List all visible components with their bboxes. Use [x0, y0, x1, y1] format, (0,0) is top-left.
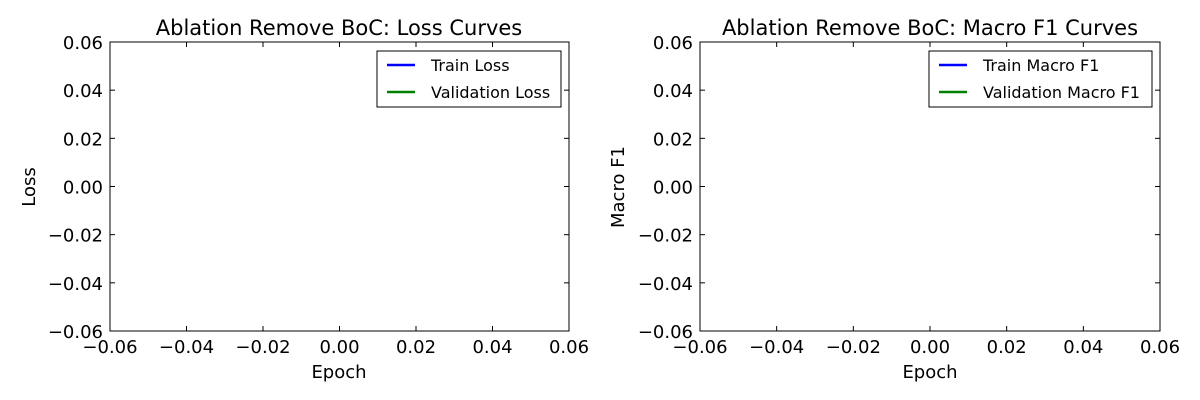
loss-y-axis: −0.06 −0.04 −0.02 0.00 0.02 0.04 0.06 [48, 33, 569, 343]
macro-f1-x-tick-label: −0.02 [826, 337, 881, 358]
loss-x-tick-label: 0.06 [549, 337, 589, 358]
macro-f1-legend: Train Macro F1 Validation Macro F1 [928, 50, 1153, 108]
loss-x-tick-label: −0.04 [159, 337, 214, 358]
macro-f1-y-tick-label: −0.02 [638, 226, 693, 247]
macro-f1-y-axis: −0.06 −0.04 −0.02 0.00 0.02 0.04 0.06 [638, 33, 1160, 343]
loss-legend-label-validation: Validation Loss [431, 83, 550, 102]
loss-x-axis-label: Epoch [311, 362, 366, 383]
loss-legend-box [376, 50, 562, 108]
macro-f1-legend-label-validation: Validation Macro F1 [983, 83, 1140, 102]
macro-f1-y-axis-label: Macro F1 [608, 146, 629, 228]
loss-chart-title: Ablation Remove BoC: Loss Curves [156, 16, 523, 40]
macro-f1-y-tick-label: 0.00 [653, 178, 693, 199]
macro-f1-y-tick-label: 0.02 [653, 129, 693, 150]
macro-f1-y-tick-label: 0.04 [653, 81, 693, 102]
loss-chart-panel: Ablation Remove BoC: Loss Curves −0.06−0… [19, 16, 589, 383]
macro-f1-chart-title: Ablation Remove BoC: Macro F1 Curves [722, 16, 1138, 40]
macro-f1-legend-label-train: Train Macro F1 [982, 56, 1099, 75]
loss-y-axis-label: Loss [19, 167, 40, 206]
macro-f1-x-tick-label: −0.04 [749, 337, 804, 358]
loss-y-tick-label: −0.06 [48, 322, 103, 343]
macro-f1-x-axis-label: Epoch [902, 362, 957, 383]
macro-f1-x-tick-label: −0.06 [672, 337, 727, 358]
loss-y-tick-label: 0.06 [63, 33, 103, 54]
macro-f1-legend-box [928, 50, 1153, 108]
macro-f1-y-tick-label: −0.06 [638, 322, 693, 343]
loss-x-tick-label: 0.02 [396, 337, 436, 358]
loss-y-tick-label: −0.04 [48, 274, 103, 295]
loss-x-axis: −0.06 −0.04 −0.02 0.00 0.02 0.04 0.06 [82, 42, 589, 358]
macro-f1-y-tick-label: −0.04 [638, 274, 693, 295]
macro-f1-x-tick-label: 0.02 [987, 337, 1027, 358]
loss-x-tick-label: 0.00 [319, 337, 359, 358]
macro-f1-x-tick-label: 0.06 [1140, 337, 1180, 358]
macro-f1-y-tick-label: 0.06 [653, 33, 693, 54]
loss-y-tick-label: 0.00 [63, 178, 103, 199]
loss-x-tick-label: −0.02 [235, 337, 290, 358]
loss-y-tick-label: 0.02 [63, 129, 103, 150]
loss-x-tick-label: 0.04 [472, 337, 512, 358]
macro-f1-chart-panel: Ablation Remove BoC: Macro F1 Curves −0.… [608, 16, 1180, 383]
macro-f1-x-axis: −0.06 −0.04 −0.02 0.00 0.02 0.04 0.06 [672, 42, 1180, 358]
macro-f1-x-tick-label: 0.04 [1063, 337, 1103, 358]
loss-legend-label-train: Train Loss [430, 56, 510, 75]
loss-x-tick-label: −0.06 [82, 337, 137, 358]
loss-y-tick-label: 0.04 [63, 81, 103, 102]
loss-y-tick-label: −0.02 [48, 226, 103, 247]
macro-f1-x-tick-label: 0.00 [910, 337, 950, 358]
loss-legend: Train Loss Validation Loss [376, 50, 562, 108]
